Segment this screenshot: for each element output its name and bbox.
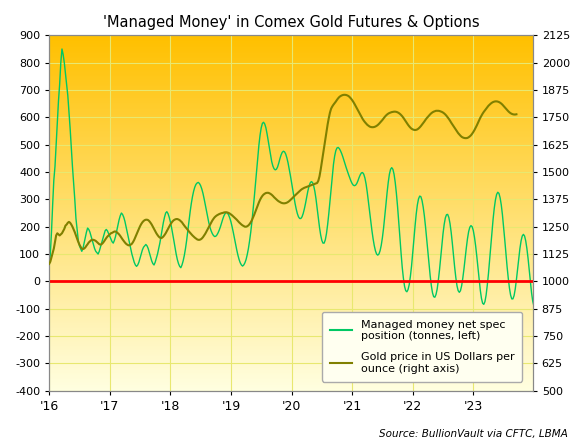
Title: 'Managed Money' in Comex Gold Futures & Options: 'Managed Money' in Comex Gold Futures & …	[102, 15, 479, 30]
Text: Source: BullionVault via CFTC, LBMA: Source: BullionVault via CFTC, LBMA	[378, 429, 567, 439]
Legend: Managed money net spec
position (tonnes, left), Gold price in US Dollars per
oun: Managed money net spec position (tonnes,…	[322, 312, 522, 381]
